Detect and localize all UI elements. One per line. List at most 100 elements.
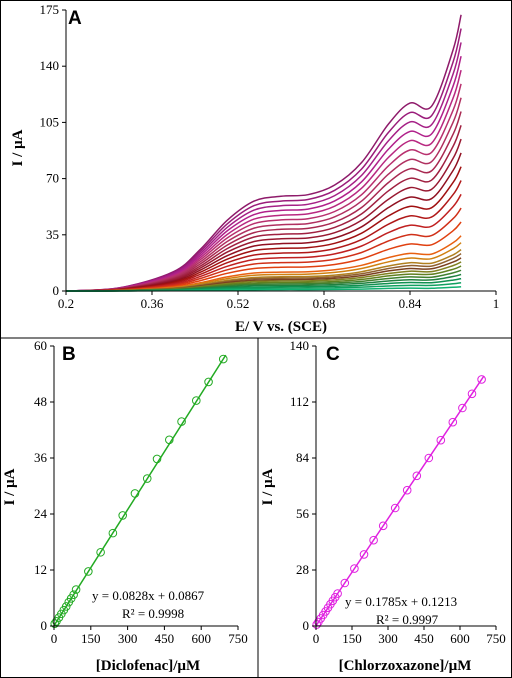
panel-b-data-point: [191, 396, 201, 405]
panel-b-data-point: [108, 528, 118, 538]
panel-b-data-point: [118, 511, 127, 520]
panel-b-x-axis-label: [Diclofenac]/µM: [96, 658, 200, 674]
panel-a-x-tick-label: 0.2: [58, 296, 74, 311]
panel-c-plot: [312, 375, 486, 629]
panel-b-y-tick-label: 0: [41, 618, 48, 633]
panel-b-data-point: [177, 417, 186, 426]
voltammogram-line-7: [65, 97, 462, 292]
panel-a-y-tick-label: 140: [40, 58, 60, 73]
panel-c-x-tick-label: 750: [486, 631, 506, 646]
panel-c-letter: C: [326, 344, 340, 365]
panel-c-data-point: [378, 521, 388, 531]
panel-b-data-point: [69, 590, 78, 600]
panel-c-x-axis-label: [Chlorzoxazone]/µM: [339, 658, 472, 674]
panel-c-y-tick-label: 28: [296, 562, 309, 577]
voltammogram-line-6: [65, 83, 462, 292]
panel-c-data-point: [448, 417, 458, 427]
voltammogram-line-9: [65, 125, 462, 292]
panel-a-y-axis-label: I / µA: [10, 129, 26, 166]
panel-a-y-tick-label: 35: [46, 227, 59, 242]
panel-b-x-tick-label: 750: [228, 631, 248, 646]
panel-a-y-tick-label: 105: [40, 114, 60, 129]
panel-c-r-squared: R² = 0.9997: [376, 612, 439, 627]
panel-c-y-tick-label: 84: [296, 450, 310, 465]
panel-c-x-tick-label: 150: [342, 631, 362, 646]
panel-c-data-point: [312, 620, 322, 629]
panel-b-y-axis-label: I / µA: [2, 468, 18, 505]
panel-b-axes: 0 150 300 450 600 750 0 12 24 36 48 60: [34, 338, 248, 646]
panel-b-r-squared: R² = 0.9998: [122, 606, 184, 621]
panel-b-data-point: [204, 377, 213, 387]
panel-c-chlorzoxazone-calibration: C 0 150 300 450 600 750 0 28 56 84 112 140 y = 0.17…: [260, 338, 506, 674]
panel-b-y-tick-label: 48: [34, 394, 47, 409]
panel-b-x-tick-label: 300: [118, 631, 138, 646]
panel-b-x-tick-label: 150: [81, 631, 101, 646]
panel-b-data-point: [71, 585, 81, 594]
panel-c-data-point: [467, 389, 477, 399]
voltammogram-line-15: [65, 207, 462, 292]
voltammogram-line-16: [65, 221, 462, 292]
panel-c-fit-equation: y = 0.1785x + 0.1213: [345, 594, 457, 609]
panel-a-x-tick-label: 0.52: [227, 296, 250, 311]
voltammogram-line-12: [65, 166, 462, 292]
panel-b-x-tick-label: 0: [51, 631, 58, 646]
panel-c-x-tick-label: 300: [378, 631, 398, 646]
panel-c-x-tick-label: 600: [450, 631, 470, 646]
panel-b-data-point: [61, 602, 71, 611]
panel-c-data-point: [477, 375, 486, 384]
panel-b-data-point: [130, 489, 140, 498]
panel-c-data-point: [333, 589, 342, 598]
voltammogram-line-4: [65, 55, 462, 292]
panel-b-fit-equation: y = 0.0828x + 0.0867: [92, 588, 205, 603]
panel-b-data-point: [218, 354, 228, 364]
panel-c-data-point: [340, 578, 350, 588]
panel-a-axes: 0.2 0.36 0.52 0.68 0.84 1 0 35 70 105 140 175: [40, 2, 500, 311]
panel-a-voltammograms: A 0.2 0.36 0.52 0.68 0.84 1 0 35 70 105 140 175 E/ …: [10, 2, 499, 335]
panel-c-data-point: [359, 550, 369, 559]
panel-b-x-tick-label: 600: [191, 631, 211, 646]
panel-c-data-point: [458, 403, 467, 413]
panel-b-letter: B: [62, 344, 76, 365]
voltammogram-line-14: [65, 193, 462, 292]
voltammogram-line-1: [65, 14, 462, 292]
voltammogram-line-2: [65, 28, 462, 292]
voltammogram-line-11: [65, 152, 462, 292]
panel-c-y-tick-label: 56: [296, 506, 310, 521]
panel-c-y-tick-label: 112: [290, 394, 309, 409]
panel-b-y-tick-label: 60: [34, 338, 47, 353]
panel-a-y-tick-label: 175: [40, 2, 60, 17]
panel-c-y-tick-label: 0: [303, 618, 310, 633]
voltammogram-curves: [65, 14, 462, 292]
panel-b-data-point: [142, 474, 152, 483]
panel-a-x-tick-label: 0.84: [399, 296, 422, 311]
panel-b-data-point: [84, 567, 93, 576]
panel-b-fit-line: [53, 354, 227, 626]
voltammogram-line-5: [65, 69, 462, 292]
panel-a-letter: A: [68, 8, 82, 29]
panel-a-y-tick-label: 0: [53, 283, 60, 298]
voltammogram-line-13: [65, 180, 462, 292]
panel-a-x-axis-label: E/ V vs. (SCE): [235, 319, 327, 335]
panel-c-axes: 0 150 300 450 600 750 0 28 56 84 112 140: [290, 338, 506, 646]
panel-c-y-axis-label: I / µA: [260, 468, 276, 505]
panel-c-data-point: [436, 435, 446, 445]
panel-c-data-point: [350, 564, 359, 573]
panel-b-data-point: [50, 619, 60, 628]
panel-c-fit-line: [315, 375, 485, 627]
panel-c-y-tick-label: 140: [290, 338, 310, 353]
panel-c-data-point: [369, 535, 378, 545]
panel-b-plot: [50, 354, 228, 628]
panel-b-data-point: [165, 435, 174, 445]
panel-b-data-point: [96, 547, 105, 557]
panel-a-y-tick-label: 70: [46, 171, 59, 186]
voltammogram-line-3: [65, 42, 462, 292]
panel-b-y-tick-label: 12: [34, 562, 47, 577]
panel-b-y-tick-label: 24: [34, 506, 48, 521]
voltammogram-line-8: [65, 111, 462, 292]
panel-c-x-tick-label: 0: [313, 631, 320, 646]
panel-a-x-tick-label: 0.68: [313, 296, 336, 311]
panel-c-x-tick-label: 450: [414, 631, 434, 646]
panel-c-data-point: [402, 485, 412, 495]
panel-b-y-tick-label: 36: [34, 450, 48, 465]
